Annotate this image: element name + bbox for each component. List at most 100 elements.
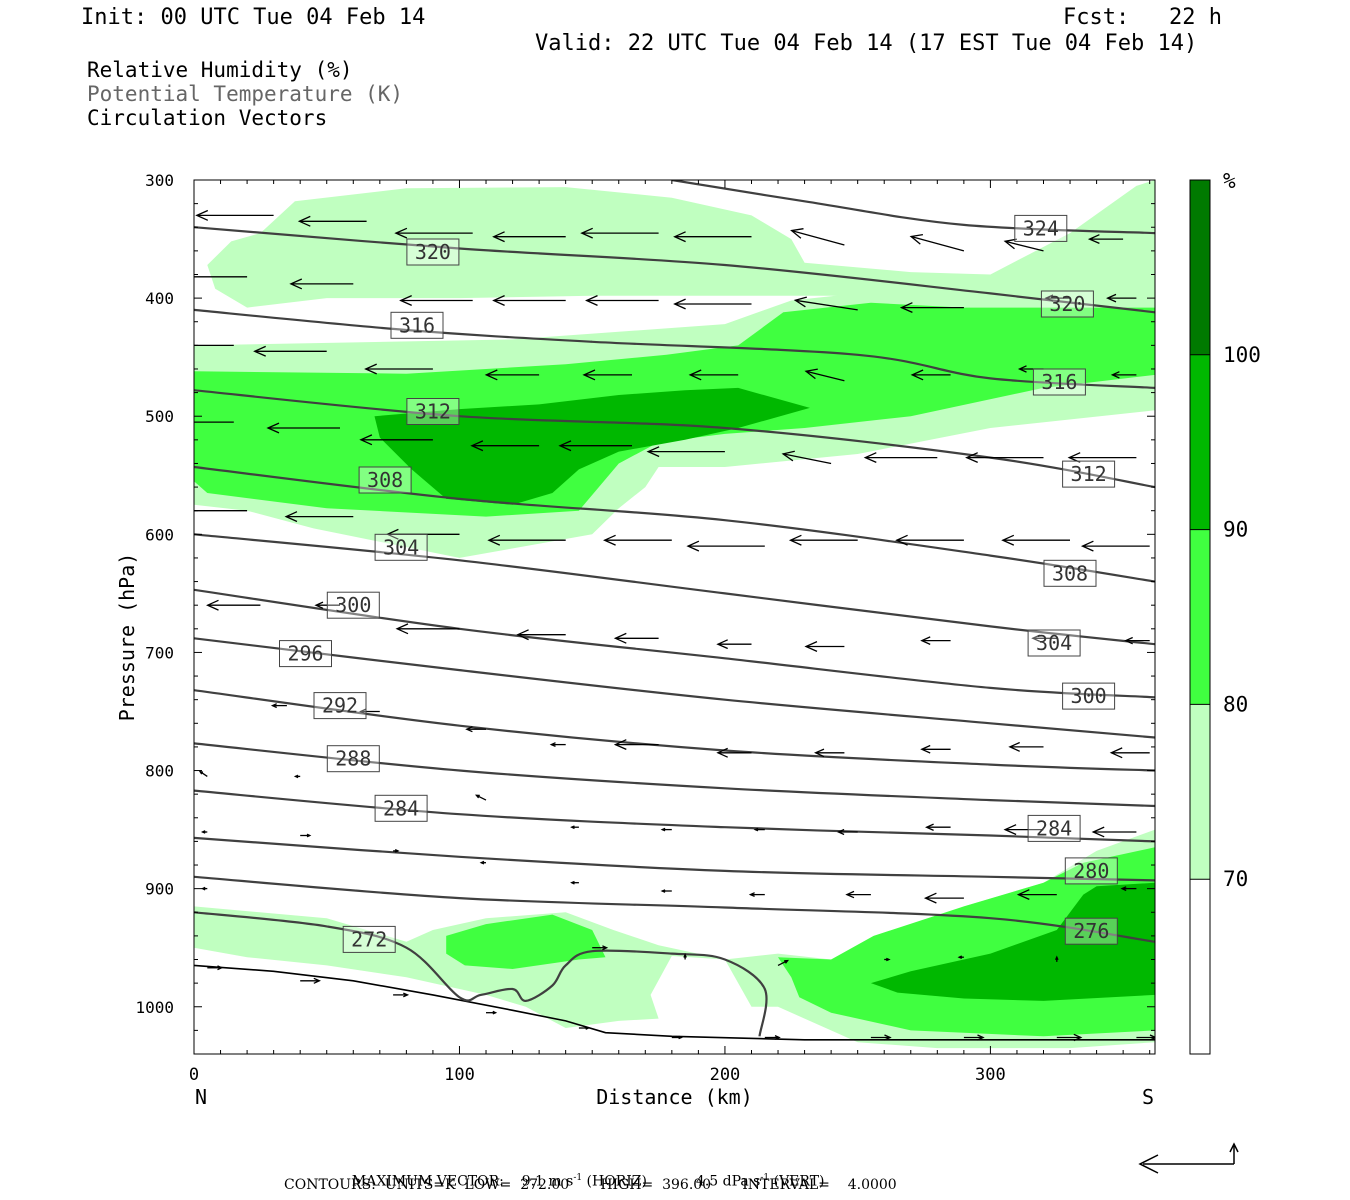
- circulation-vector: [1110, 371, 1137, 379]
- vector-head: [470, 440, 484, 452]
- max-vector-line: MAXIMUM VECTOR: 9.1 m s-1 (HORIZ) 4.5 dP…: [343, 1157, 825, 1190]
- vector-head: [774, 1035, 781, 1040]
- vector-head: [266, 422, 280, 434]
- circulation-vector: [570, 825, 579, 830]
- vector-head: [646, 446, 660, 458]
- circulation-vector: [1003, 238, 1044, 252]
- vector-shaft: [795, 299, 858, 311]
- vector-shaft: [476, 794, 487, 801]
- circulation-vector: [1056, 1033, 1083, 1042]
- circulation-vector: [194, 276, 248, 278]
- vector-head: [716, 639, 728, 650]
- vert-exponent: -1: [760, 1173, 770, 1183]
- vector-head: [395, 623, 409, 635]
- circulation-vector: [781, 450, 832, 465]
- circulation-vector: [884, 957, 891, 962]
- vector-head: [399, 295, 412, 306]
- circulation-vector: [578, 1026, 591, 1030]
- y-tick-label: 1000: [135, 998, 174, 1017]
- vector-head: [487, 534, 501, 546]
- vector-head: [804, 641, 818, 652]
- vector-head: [1080, 540, 1094, 552]
- x-tick-label: 100: [444, 1065, 475, 1085]
- circulation-vector: [549, 742, 566, 747]
- circulation-vector: [486, 1010, 498, 1015]
- y-tick-label: 500: [145, 407, 174, 426]
- legend-theta: Potential Temperature (K): [87, 82, 404, 106]
- reference-vector-icon: [1138, 1142, 1239, 1174]
- vector-head: [1073, 1033, 1083, 1042]
- vector-head: [613, 739, 627, 750]
- vector-head: [1044, 294, 1054, 302]
- circulation-vector: [297, 215, 367, 227]
- circulation-vector: [748, 892, 765, 897]
- contour-label-box: [390, 311, 444, 339]
- circulation-vector: [300, 977, 321, 984]
- vector-head: [403, 992, 410, 998]
- circulation-vector: [198, 770, 208, 777]
- vector-head: [1003, 824, 1017, 836]
- circulation-vector: [1008, 741, 1044, 752]
- circulation-vector: [558, 440, 632, 452]
- y-tick-label: 400: [145, 289, 174, 308]
- circulation-vector: [863, 452, 938, 463]
- contour-label-text: 296: [287, 642, 323, 666]
- contour-label-text: 284: [1036, 816, 1072, 840]
- circulation-vector: [394, 227, 473, 239]
- circulation-vector: [1080, 540, 1150, 552]
- y-tick-label: 900: [145, 880, 174, 899]
- vector-head: [484, 369, 498, 381]
- vector-head: [920, 636, 931, 645]
- circulation-vector: [570, 880, 579, 885]
- theta-contour-284: [194, 789, 1155, 843]
- contour-label-box: [374, 794, 428, 822]
- max-vert-value: 4.5 dPa s: [695, 1173, 761, 1190]
- circulation-vector: [359, 708, 380, 715]
- vector-head: [558, 440, 572, 452]
- contour-labels: 324 320 320 316 316 312 312 308 308 304 304 300 300 2…: [279, 214, 1118, 953]
- theta-contour-312: [194, 389, 1155, 489]
- vector-head: [217, 965, 224, 971]
- vector-head: [753, 827, 759, 832]
- vector-head: [603, 534, 616, 546]
- contour-label-box: [1032, 368, 1086, 396]
- circulation-vector: [1120, 886, 1137, 892]
- circulation-vector: [580, 227, 659, 239]
- vector-head: [920, 744, 931, 754]
- vector-head: [1091, 826, 1105, 838]
- circulation-vector: [923, 892, 964, 904]
- north-end-label: N: [195, 1085, 207, 1109]
- vector-head: [516, 629, 529, 641]
- contour-label-text: 320: [1049, 292, 1085, 316]
- contour-label-box: [279, 640, 332, 668]
- circulation-vector: [194, 421, 234, 423]
- rh-region-0: [207, 180, 1155, 308]
- contour-label-text: 272: [351, 927, 387, 951]
- contour-label-box: [326, 591, 380, 619]
- circulation-vector: [293, 774, 301, 779]
- vector-shaft: [791, 229, 845, 246]
- circulation-vector: [660, 827, 672, 832]
- vector-shaft: [782, 453, 832, 465]
- circulation-vector: [1031, 634, 1057, 642]
- legend-rh: Relative Humidity (%): [87, 58, 353, 82]
- circulation-vector: [965, 452, 1044, 463]
- vector-head: [549, 742, 556, 747]
- circulation-vector: [492, 295, 566, 306]
- contour-label-box: [1040, 290, 1094, 318]
- contour-label-box: [1064, 857, 1118, 885]
- circulation-vector: [364, 363, 433, 375]
- theta-contour-316: [194, 308, 1155, 389]
- vector-head: [293, 774, 299, 779]
- theta-contours: [194, 180, 1155, 1037]
- circulation-vector: [474, 794, 487, 801]
- circulation-vector: [895, 534, 964, 546]
- circulation-vector: [516, 629, 566, 641]
- axes: 300 400 500 600 700 800 900 1000 0 100 200 300 Dista…: [115, 171, 1155, 1109]
- contour-label-box: [313, 692, 367, 720]
- contour-label-text: 324: [1023, 216, 1059, 240]
- circulation-vector: [646, 446, 725, 458]
- contour-label-text: 300: [335, 593, 371, 617]
- theta-contour-308: [194, 465, 1155, 583]
